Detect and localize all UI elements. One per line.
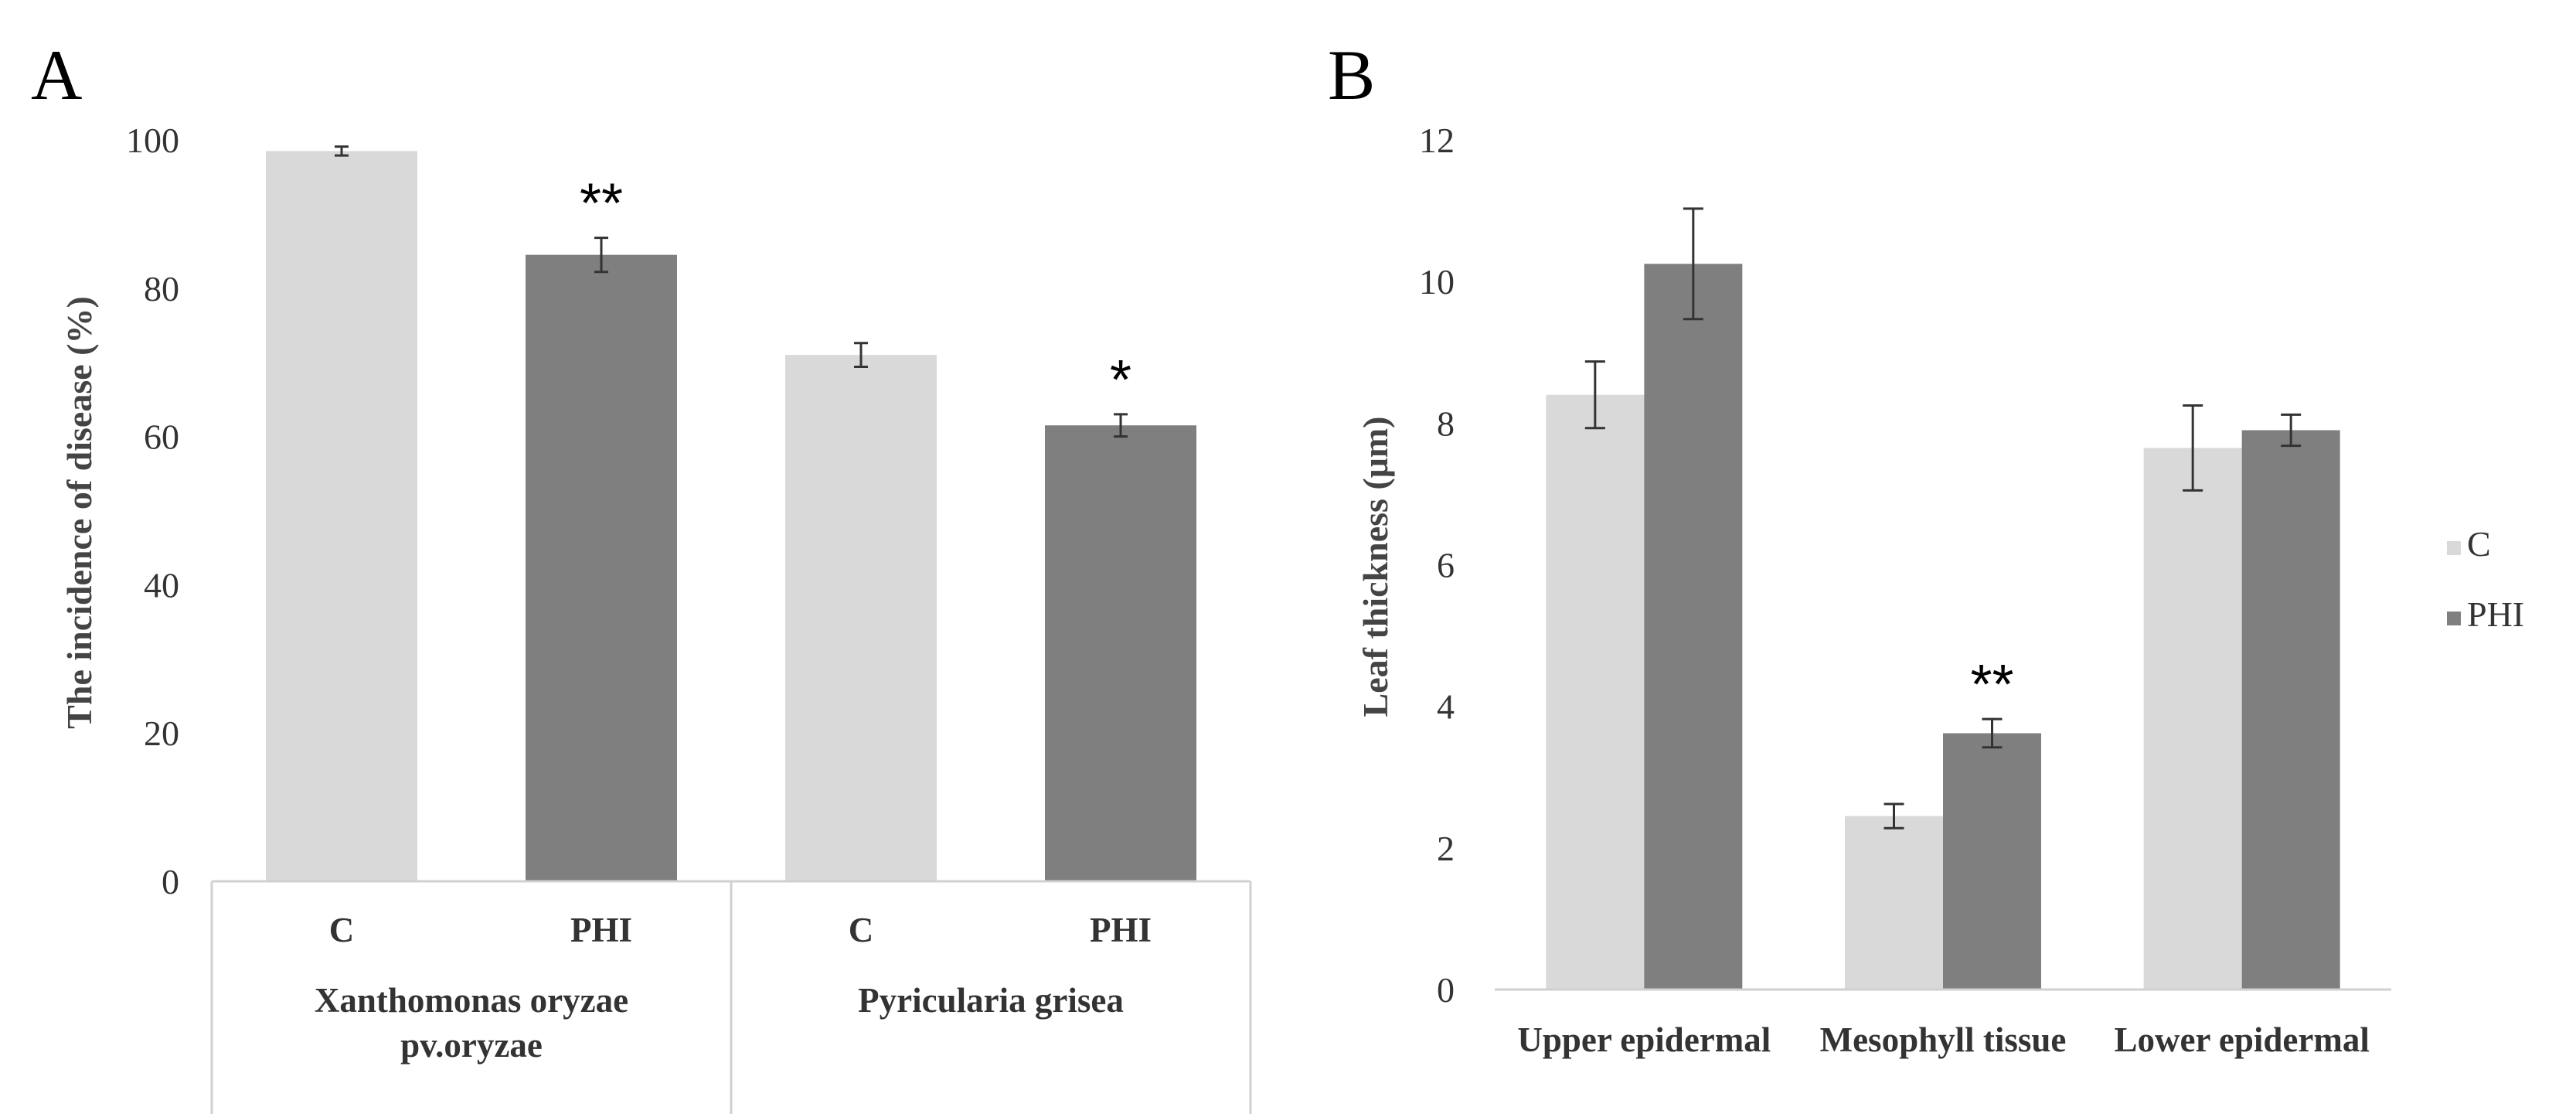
chart-b-y-tick-2: 4 [1437, 687, 1455, 727]
chart-a-y-tick-0: 0 [162, 862, 179, 901]
chart-a: A The incidence of disease (%) 0 20 40 60 80… [31, 36, 1252, 1114]
chart-b: B Leaf thickness (μm) 0 2 4 6 8 10 12 Upper ep… [1328, 36, 2524, 1059]
chart-a-y-tick-5: 100 [126, 121, 179, 160]
chart-b-error-bar-c2-phi [2281, 413, 2302, 448]
chart-a-group-label-0-line-1: pv.oryzae [400, 1026, 543, 1065]
chart-a-error-bar-g1-phi [1114, 413, 1128, 438]
chart-a-bar-g1-phi [1045, 425, 1196, 881]
chart-a-group-label-0-line-0: Xanthomonas oryzae [315, 981, 628, 1020]
chart-b-x-tick-1: Mesophyll tissue [1820, 1020, 2067, 1059]
chart-a-significance-g1-phi: * [1110, 349, 1131, 411]
chart-b-legend-swatch-c [2447, 541, 2461, 555]
chart-a-x-tick-g1-0: C [849, 911, 874, 949]
chart-b-bar-c2-phi [2241, 430, 2340, 990]
chart-a-y-tick-3: 60 [144, 417, 179, 457]
chart-b-error-bar-c0-c [1584, 360, 1605, 430]
chart-b-legend-label-phi: PHI [2467, 594, 2524, 634]
chart-a-error-bar-g1-c [854, 342, 868, 368]
chart-b-y-tick-5: 10 [1419, 262, 1455, 301]
chart-b-y-tick-4: 8 [1437, 404, 1455, 443]
chart-b-bar-c1-c [1845, 816, 1943, 990]
chart-b-error-bar-c1-c [1884, 802, 1904, 830]
chart-a-significance-g0-phi: ** [580, 173, 623, 235]
chart-b-y-tick-3: 6 [1437, 546, 1455, 585]
chart-a-error-bar-g0-phi [594, 237, 608, 274]
chart-b-bar-c2-c [2143, 448, 2242, 990]
chart-b-bar-c0-phi [1644, 264, 1743, 990]
chart-b-bar-c0-c [1546, 394, 1645, 990]
chart-b-error-bar-c2-c [2183, 404, 2203, 492]
chart-b-bar-c1-phi [1943, 733, 2041, 990]
chart-a-bar-g0-phi [526, 254, 677, 881]
panel-letter-b: B [1328, 36, 1375, 114]
chart-a-x-tick-g0-0: C [329, 911, 355, 949]
chart-a-y-tick-1: 20 [144, 714, 179, 753]
chart-b-legend-swatch-phi [2447, 612, 2461, 625]
chart-b-significance-c1-phi: ** [1970, 654, 2013, 716]
chart-b-error-bar-c0-phi [1683, 207, 1703, 321]
chart-b-legend-label-c: C [2467, 524, 2491, 564]
chart-a-y-axis-label: The incidence of disease (%) [60, 296, 99, 729]
chart-a-bar-g0-c [266, 151, 417, 881]
chart-b-x-tick-2: Lower epidermal [2114, 1020, 2369, 1059]
chart-a-x-tick-g0-1: PHI [570, 911, 632, 949]
chart-a-x-tick-g1-1: PHI [1090, 911, 1152, 949]
chart-a-y-tick-4: 80 [144, 269, 179, 308]
chart-b-x-tick-0: Upper epidermal [1517, 1020, 1771, 1059]
chart-a-error-bar-g0-c [335, 145, 349, 157]
chart-b-y-axis-label: Leaf thickness (μm) [1356, 417, 1395, 717]
chart-a-bar-g1-c [785, 355, 937, 881]
chart-a-y-tick-2: 40 [144, 565, 179, 605]
panel-letter-a: A [31, 36, 82, 114]
chart-b-y-tick-1: 2 [1437, 829, 1455, 868]
chart-b-error-bar-c1-phi [1982, 717, 2003, 749]
chart-b-y-tick-6: 12 [1419, 121, 1455, 160]
chart-a-group-label-1-line-0: Pyricularia grisea [858, 981, 1124, 1020]
chart-b-y-tick-0: 0 [1437, 970, 1455, 1010]
